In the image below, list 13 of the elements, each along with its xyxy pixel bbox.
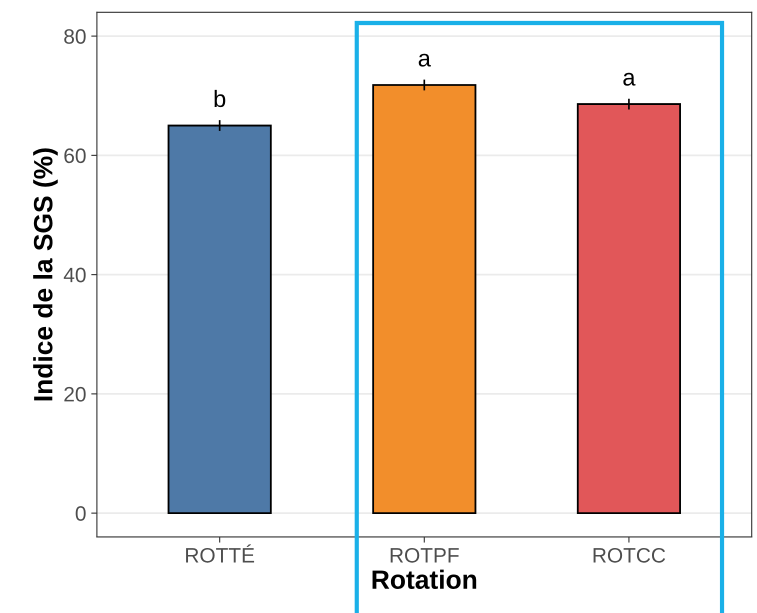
x-tick-label: ROTCC: [594, 548, 666, 563]
y-tick-label: 0: [76, 506, 86, 521]
annotation: a: [623, 72, 636, 86]
annotation: a: [418, 54, 431, 67]
y-tick-label: 20: [64, 386, 86, 402]
x-tick-label: ROTPF: [390, 548, 459, 563]
y-tick-label: 60: [64, 148, 86, 164]
x-tick-label: ROTTÉ: [186, 544, 254, 563]
x-axis-title: Rotation: [372, 570, 476, 589]
annotation: b: [214, 90, 226, 108]
y-tick-label: 40: [64, 268, 86, 282]
y-axis-title: Indice de la SGS (%): [33, 148, 58, 400]
y-tick-label: 80: [64, 29, 86, 44]
